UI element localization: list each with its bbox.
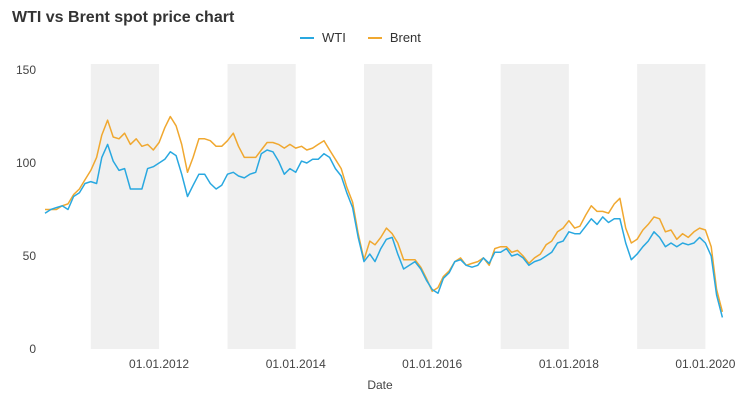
legend-swatch-wti <box>300 36 314 39</box>
x-tick-label: 01.01.2020 <box>675 357 735 371</box>
x-tick-label: 01.01.2014 <box>266 357 326 371</box>
shaded-band-2017 <box>500 64 569 349</box>
x-tick-label: 01.01.2018 <box>539 357 599 371</box>
shaded-band-2011 <box>90 64 160 349</box>
series-line-brent <box>45 115 724 312</box>
chart-title: WTI vs Brent spot price chart <box>12 9 235 26</box>
legend-swatch-brent <box>367 36 382 39</box>
x-tick-label: 01.01.2016 <box>402 357 462 371</box>
legend-item-wti[interactable]: WTI <box>300 30 346 45</box>
legend-label-wti: WTI <box>322 30 346 45</box>
y-tick-label: 50 <box>23 249 37 263</box>
legend-item-brent[interactable]: Brent <box>367 30 421 45</box>
shaded-band-2019 <box>637 64 706 349</box>
x-axis-title: Date <box>367 378 393 392</box>
shaded-band-2015 <box>363 64 433 349</box>
x-tick-label: 01.01.2012 <box>129 357 189 371</box>
legend-label-brent: Brent <box>389 30 421 45</box>
shaded-band-2013 <box>227 64 296 349</box>
y-tick-label: 100 <box>16 156 36 170</box>
y-tick-label: 150 <box>16 63 36 77</box>
legend: WTI Brent <box>300 30 421 45</box>
y-tick-label: 0 <box>29 342 36 356</box>
series-line-wti <box>44 143 724 318</box>
